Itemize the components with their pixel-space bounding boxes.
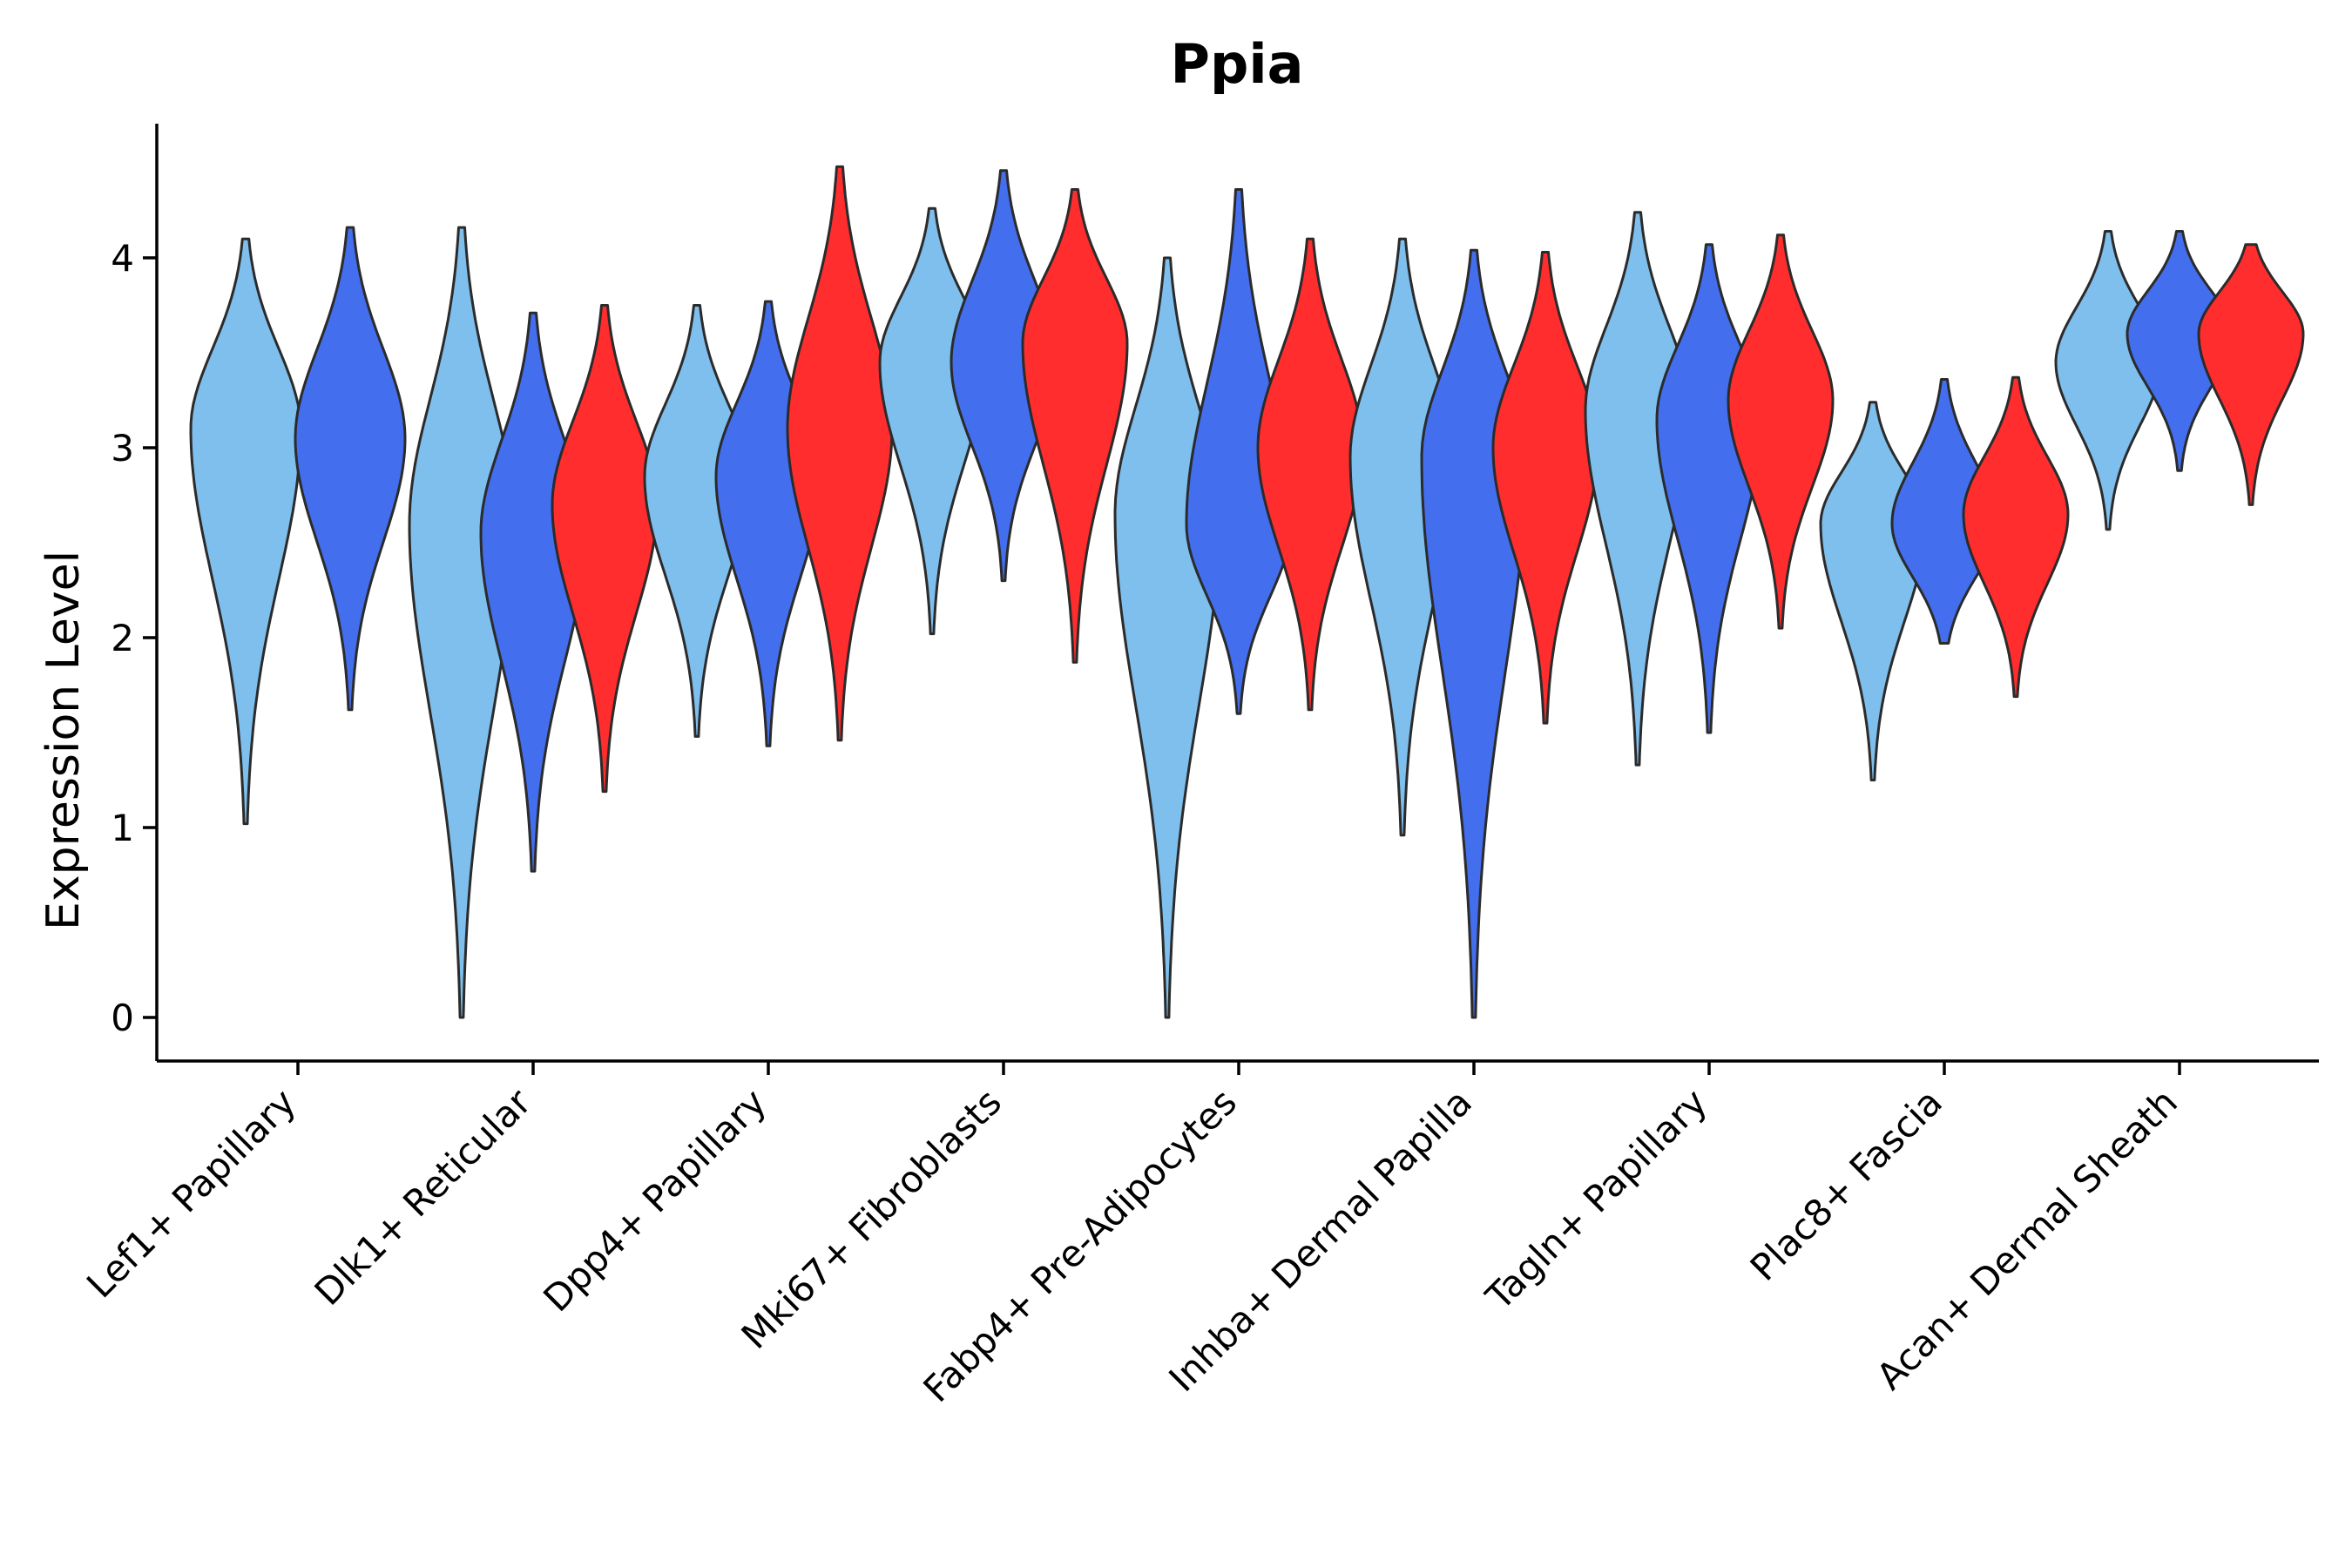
y-tick-label: 0 (111, 997, 134, 1039)
violin (189, 237, 302, 826)
x-tick-label: Mki67+ Fibroblasts (733, 1080, 1010, 1356)
x-tick-label: Lef1+ Papillary (78, 1080, 304, 1306)
y-tick-label: 1 (111, 807, 134, 849)
violin-body (1962, 375, 2070, 699)
violin-body (408, 226, 516, 1019)
violin-body (786, 165, 894, 742)
violin (1420, 248, 1528, 1019)
violin (551, 304, 659, 794)
violin (1584, 211, 1692, 767)
violin (1348, 237, 1456, 837)
y-tick-label: 2 (111, 617, 134, 659)
x-tick-label: Tagln+ Papillary (1477, 1080, 1715, 1318)
violin-body (189, 237, 302, 826)
y-tick-label: 4 (111, 237, 134, 280)
y-axis-label: Expression Level (37, 551, 90, 930)
violin-body (479, 311, 587, 873)
violin-body (1348, 237, 1456, 837)
violin (786, 165, 894, 742)
violin (294, 226, 407, 712)
chart-title: Ppia (1171, 32, 1304, 96)
violin-body (2126, 230, 2234, 472)
y-tick-label: 3 (111, 427, 134, 470)
violin (1021, 188, 1129, 664)
violin (1962, 375, 2070, 699)
violin (1819, 401, 1927, 781)
violin-layer (189, 165, 2305, 1019)
violin (1491, 251, 1599, 725)
x-tick-label: Dlk1+ Reticular (307, 1080, 540, 1314)
violin (2197, 243, 2305, 506)
violin-body (1256, 237, 1364, 712)
violin (1655, 243, 1763, 734)
violin (2054, 230, 2162, 531)
violin (643, 304, 751, 738)
violin (1256, 237, 1364, 712)
violin-body (2197, 243, 2305, 506)
violin-body (1584, 211, 1692, 767)
violin (408, 226, 516, 1019)
violin (2126, 230, 2234, 472)
violin-body (643, 304, 751, 738)
violin-body (1021, 188, 1129, 664)
violin (479, 311, 587, 873)
violin-body (1655, 243, 1763, 734)
violin (1113, 256, 1221, 1019)
violin-body (2054, 230, 2162, 531)
violin-body (1491, 251, 1599, 725)
violin-body (1420, 248, 1528, 1019)
violin-body (1819, 401, 1927, 781)
violin-body (551, 304, 659, 794)
violin-body (294, 226, 407, 712)
x-tick-label: Plac8+ Fascia (1742, 1080, 1950, 1288)
x-tick-label: Dpp4+ Papillary (535, 1080, 774, 1320)
violin-body (1727, 233, 1835, 630)
violin (1727, 233, 1835, 630)
y-ticks: 0 1 2 3 4 (111, 237, 157, 1039)
violin-body (1113, 256, 1221, 1019)
